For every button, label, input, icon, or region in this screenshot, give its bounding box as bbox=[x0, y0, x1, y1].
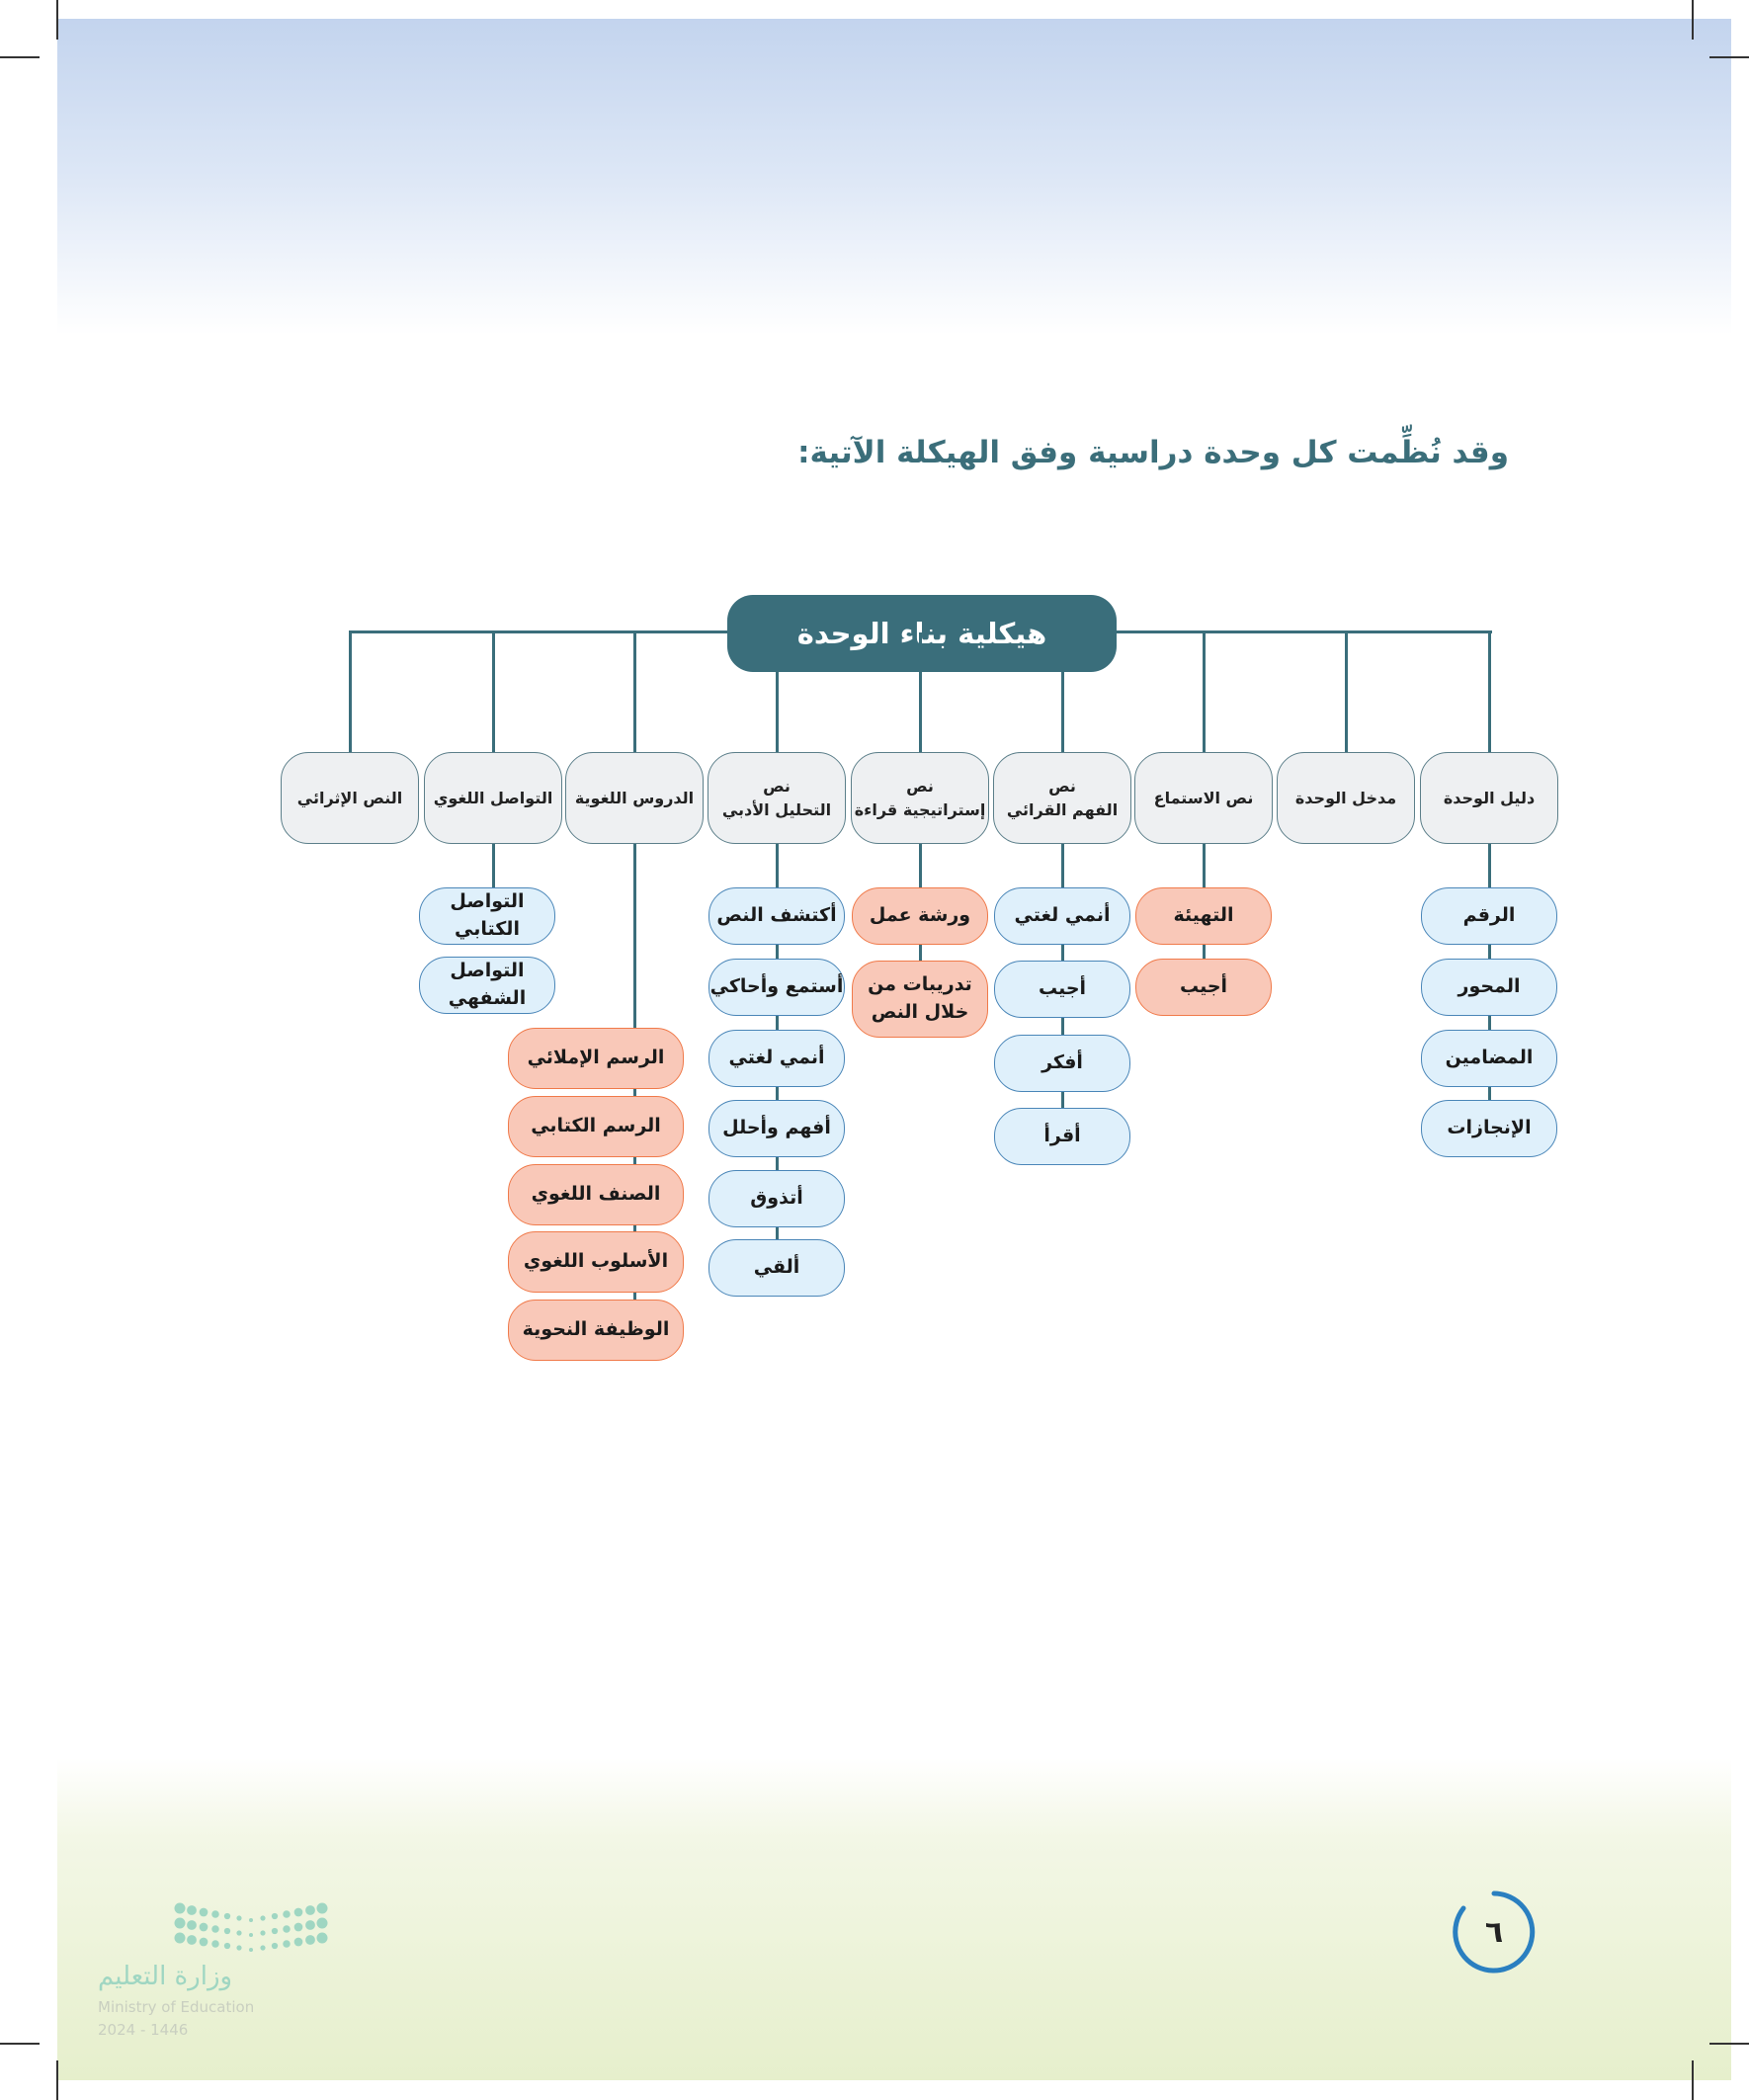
logo-year: 2024 - 1446 bbox=[98, 2021, 189, 2039]
connector-line bbox=[918, 632, 922, 753]
child-box: أجيب bbox=[1135, 959, 1272, 1016]
intro-text: وقد نُظِّمت كل وحدة دراسية وفق الهيكلة ا… bbox=[797, 435, 1509, 470]
crop-mark bbox=[1709, 56, 1749, 58]
crop-mark bbox=[0, 56, 40, 58]
connector-line bbox=[491, 632, 495, 753]
crop-mark bbox=[1692, 0, 1694, 40]
logo-arabic: وزارة التعليم bbox=[98, 1962, 233, 1991]
level1-box: الدروس اللغوية bbox=[565, 752, 704, 844]
crop-mark bbox=[56, 0, 58, 40]
child-box: الأسلوب اللغوي bbox=[508, 1231, 684, 1293]
child-box: أفهم وأحلل bbox=[708, 1100, 845, 1157]
ministry-logo: وزارة التعليم Ministry of Education 2024… bbox=[98, 1898, 335, 2047]
level1-box: نص إستراتيجية قراءة bbox=[851, 752, 989, 844]
level1-box: نص الاستماع bbox=[1134, 752, 1273, 844]
child-box: أكتشف النص bbox=[708, 887, 845, 945]
child-box: ألقي bbox=[708, 1239, 845, 1297]
logo-english: Ministry of Education bbox=[98, 1998, 255, 2016]
child-box: أستمع وأحاكي bbox=[708, 959, 845, 1016]
logo-dots-icon bbox=[174, 1902, 328, 1952]
crop-mark bbox=[56, 2060, 58, 2100]
level1-box: النص الإثرائي bbox=[281, 752, 419, 844]
connector-line bbox=[491, 844, 495, 887]
child-box: ورشة عمل bbox=[852, 887, 988, 945]
page-number: ٦ bbox=[1452, 1890, 1537, 1974]
connector-line bbox=[1487, 632, 1491, 753]
child-box: أقرأ bbox=[994, 1108, 1130, 1165]
connector-line bbox=[1060, 632, 1064, 753]
child-box: المحور bbox=[1421, 959, 1557, 1016]
child-box: التهيئة bbox=[1135, 887, 1272, 945]
child-box: أفكر bbox=[994, 1035, 1130, 1092]
child-box: الرسم الإملائي bbox=[508, 1028, 684, 1089]
child-box: التواصل الشفهي bbox=[419, 957, 555, 1014]
child-box: أجيب bbox=[994, 961, 1130, 1018]
child-box: الوظيفة النحوية bbox=[508, 1300, 684, 1361]
crop-mark bbox=[1692, 2060, 1694, 2100]
child-box: المضامين bbox=[1421, 1030, 1557, 1087]
crop-mark bbox=[0, 2043, 40, 2045]
connector-line bbox=[632, 632, 636, 753]
child-box: الإنجازات bbox=[1421, 1100, 1557, 1157]
level1-box: دليل الوحدة bbox=[1420, 752, 1558, 844]
connector-line bbox=[348, 632, 352, 753]
child-box: أنمي لغتي bbox=[994, 887, 1130, 945]
child-box: الصنف اللغوي bbox=[508, 1164, 684, 1225]
level1-box: نص الفهم القرائي bbox=[993, 752, 1131, 844]
connector-line bbox=[1202, 632, 1206, 753]
page-number-circle-icon bbox=[1453, 1890, 1536, 1974]
connector-line bbox=[1344, 632, 1348, 753]
level1-box: نص التحليل الأدبي bbox=[708, 752, 846, 844]
child-box: أنمي لغتي bbox=[708, 1030, 845, 1087]
diagram-title: هيكلية بناء الوحدة bbox=[727, 595, 1117, 672]
child-box: الرسم الكتابي bbox=[508, 1096, 684, 1157]
page-number-text: ٦ bbox=[1484, 1914, 1504, 1950]
connector-line bbox=[775, 632, 779, 753]
crop-mark bbox=[1709, 2043, 1749, 2045]
child-box: الرقم bbox=[1421, 887, 1557, 945]
level1-box: التواصل اللغوي bbox=[424, 752, 562, 844]
child-box: أتذوق bbox=[708, 1170, 845, 1227]
level1-box: مدخل الوحدة bbox=[1277, 752, 1415, 844]
child-box: تدريبات من خلال النص bbox=[852, 961, 988, 1038]
child-box: التواصل الكتابي bbox=[419, 887, 555, 945]
